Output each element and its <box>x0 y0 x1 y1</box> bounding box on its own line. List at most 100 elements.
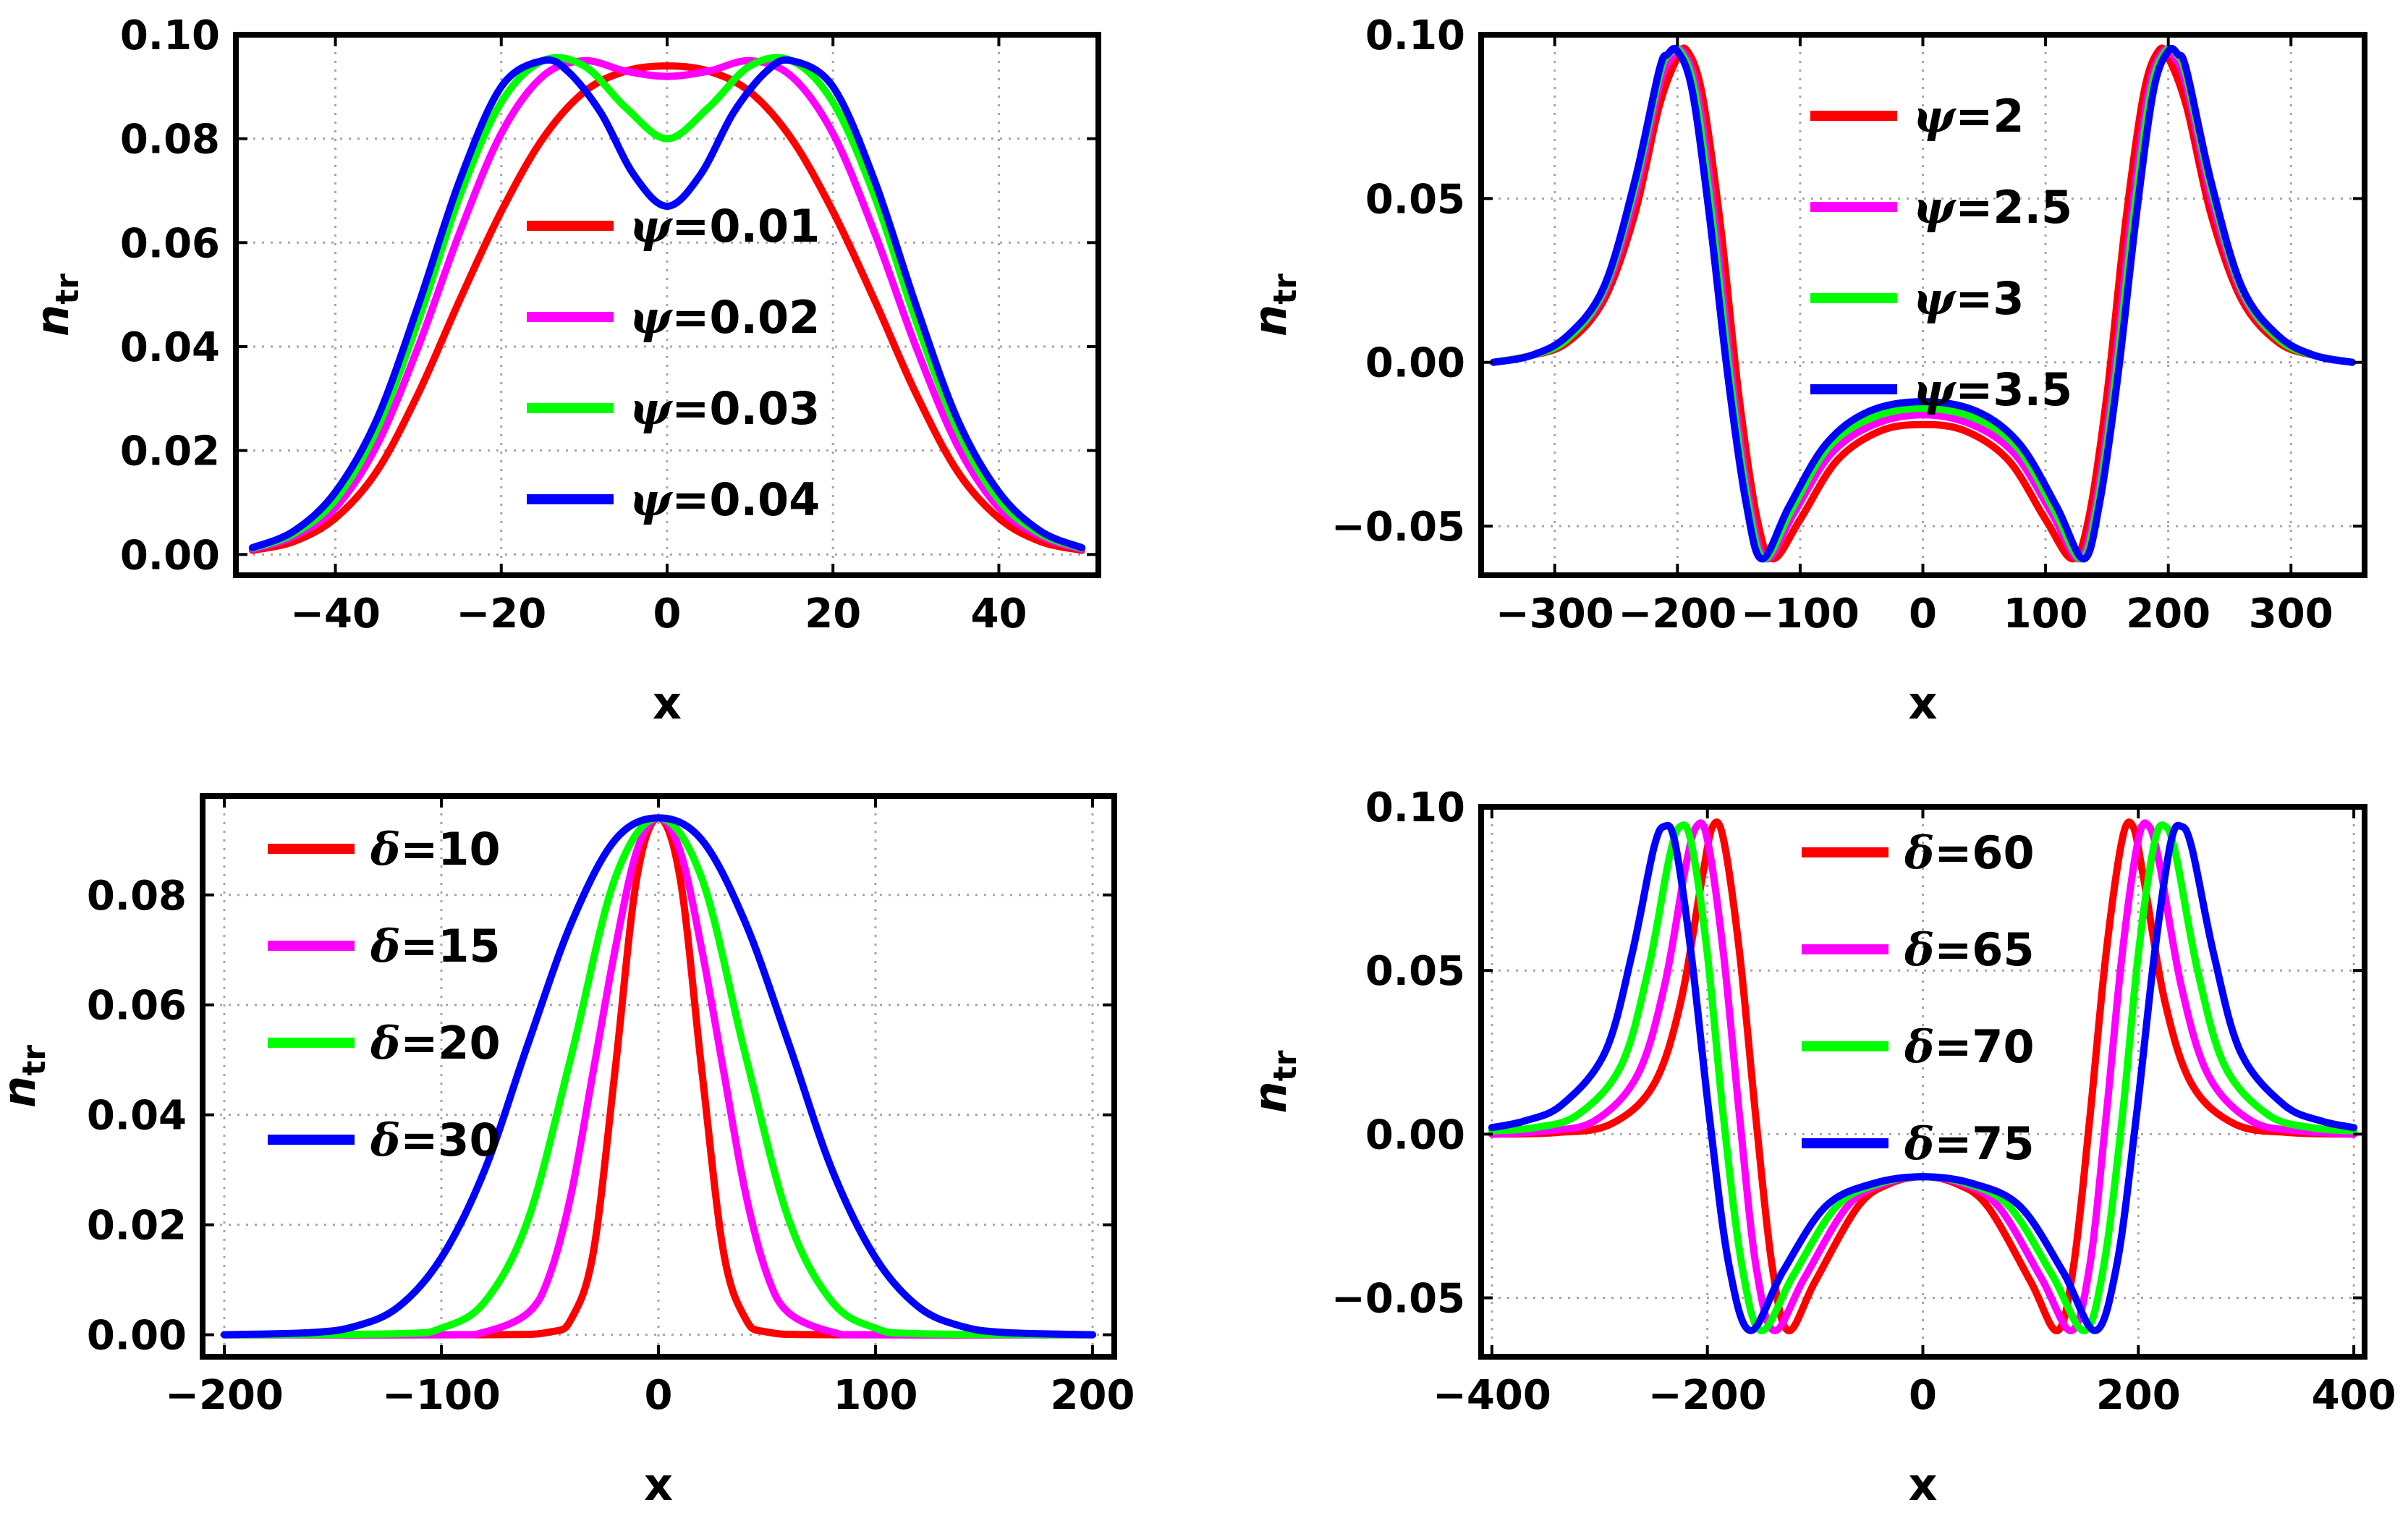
x-tick-label: 20 <box>805 590 861 637</box>
x-tick-label: 200 <box>1051 1372 1135 1419</box>
legend-label: δ=70 <box>1904 1020 2035 1073</box>
y-axis-title-sub: tr <box>16 1045 53 1076</box>
x-tick-label: 200 <box>2126 590 2210 637</box>
y-tick-label: 0.00 <box>87 1313 187 1360</box>
y-tick-label: 0.06 <box>120 220 220 267</box>
grid <box>203 796 1114 1357</box>
y-tick-label: 0.08 <box>120 116 220 164</box>
y-axis-title-main: n <box>1244 305 1297 336</box>
y-tick-label: 0.10 <box>120 12 220 59</box>
series-line-4 <box>1488 821 2358 1334</box>
x-tick-label: 400 <box>2312 1372 2396 1419</box>
legend-symbol: ψ <box>1913 181 1957 234</box>
legend-symbol: δ <box>370 920 400 973</box>
legend-symbol: ψ <box>629 382 674 435</box>
legend-label: ψ=0.02 <box>629 291 820 344</box>
legend: δ=10δ=15δ=20δ=30 <box>268 823 501 1166</box>
chart-panel-4: −400 −200 0 200 400−0.050.000.050.10xntrδ=60… <box>1244 784 2396 1511</box>
legend-value: =2 <box>1955 90 2024 143</box>
y-axis-title: ntr <box>1244 1050 1304 1113</box>
y-axis-title-main: n <box>1244 1081 1297 1113</box>
legend-label: δ=30 <box>370 1114 501 1166</box>
series-line-3 <box>248 54 1086 552</box>
series-line-4 <box>248 56 1086 551</box>
legend: ψ=2ψ=2.5ψ=3ψ=3.5 <box>1810 90 2072 416</box>
legend-symbol: ψ <box>1913 272 1957 325</box>
legend-value: =60 <box>1934 826 2034 879</box>
x-axis-title: x <box>1909 1458 1938 1511</box>
chart-panel-1: −40 −20 0 20 40 0.00 0.02 0.04 0.06 0.08 0.10 x ntr ψ… <box>26 12 1101 729</box>
legend-symbol: ψ <box>629 473 674 526</box>
y-tick-label: 0.02 <box>87 1203 187 1250</box>
y-tick-label: 0.05 <box>1365 948 1465 995</box>
y-axis-title-sub: tr <box>1267 274 1304 305</box>
plot-frame <box>200 793 1117 1360</box>
legend-label: δ=10 <box>370 823 501 876</box>
series-line-1 <box>248 62 1086 554</box>
legend-value: =2.5 <box>1955 181 2072 234</box>
x-tick-label: −100 <box>382 1372 501 1419</box>
y-tick-label: 0.06 <box>87 983 187 1030</box>
legend-symbol: δ <box>1904 1117 1934 1170</box>
x-tick-label: 100 <box>834 1372 918 1419</box>
legend-value: =0.04 <box>671 473 820 526</box>
legend-value: =10 <box>400 823 500 876</box>
legend-value: =20 <box>400 1017 500 1069</box>
legend-value: =0.02 <box>671 291 820 344</box>
legend-value: =0.01 <box>671 200 820 253</box>
series-lines <box>221 814 1096 1339</box>
x-tick-label: −200 <box>165 1372 284 1419</box>
legend-value: =15 <box>400 920 500 973</box>
y-tick-label: 0.02 <box>120 428 220 475</box>
legend-label: ψ=0.01 <box>629 200 820 253</box>
y-tick-label: 0.00 <box>1365 1111 1465 1158</box>
series-line-1 <box>1490 44 2356 563</box>
y-tick-label: 0.00 <box>1365 340 1465 387</box>
grid <box>236 33 1098 575</box>
series-line-2 <box>248 56 1086 554</box>
legend-label: ψ=0.03 <box>629 382 820 435</box>
y-tick-label: 0.05 <box>1365 176 1465 223</box>
chart-panel-3: −200 −100 0 100 200 0.00 0.02 0.04 0.06 0.08 x ntr δ… <box>0 793 1135 1511</box>
legend: ψ=0.01ψ=0.02ψ=0.03ψ=0.04 <box>527 200 820 526</box>
legend-symbol: δ <box>1904 1020 1934 1073</box>
x-tick-label: −40 <box>290 590 381 637</box>
x-axis-title: x <box>1909 677 1938 729</box>
chart-panel-2: −300 −200 −100 0 100 200 300 −0.05 0.00 0.05 0.10 x… <box>1244 12 2367 729</box>
series-lines <box>1490 44 2356 563</box>
series-lines <box>248 54 1086 554</box>
y-axis-title: ntr <box>1244 274 1304 336</box>
x-tick-label: 300 <box>2249 590 2333 637</box>
legend-label: δ=60 <box>1904 826 2035 879</box>
legend-symbol: δ <box>370 1017 400 1069</box>
y-axis-title: ntr <box>0 1045 53 1108</box>
x-tick-label: 200 <box>2096 1372 2181 1419</box>
x-tick-label: −20 <box>456 590 546 637</box>
x-tick-label: −200 <box>1618 590 1737 637</box>
legend-value: =0.03 <box>671 382 820 435</box>
legend-value: =3.5 <box>1955 363 2072 416</box>
y-tick-label: 0.10 <box>1365 12 1465 59</box>
x-tick-label: 100 <box>2004 590 2088 637</box>
legend-label: δ=20 <box>370 1017 501 1069</box>
y-tick-label: 0.00 <box>120 532 220 579</box>
y-axis-title-main: n <box>0 1076 46 1108</box>
legend-value: =75 <box>1934 1117 2034 1170</box>
legend-value: =70 <box>1934 1020 2034 1073</box>
x-tick-label: −200 <box>1648 1372 1767 1419</box>
legend-label: ψ=2 <box>1913 90 2024 143</box>
legend-symbol: ψ <box>1913 90 1957 143</box>
x-tick-label: 0 <box>653 590 682 637</box>
grid <box>1481 33 2365 575</box>
legend-label: δ=65 <box>1904 923 2035 976</box>
y-tick-label: −0.05 <box>1331 504 1465 551</box>
y-tick-label: 0.04 <box>87 1093 187 1140</box>
legend-label: ψ=2.5 <box>1913 181 2072 234</box>
legend-value: =30 <box>400 1114 500 1166</box>
x-tick-label: 0 <box>645 1372 673 1419</box>
legend: δ=60δ=65δ=70δ=75 <box>1802 826 2035 1170</box>
legend-value: =3 <box>1955 272 2024 325</box>
legend-label: ψ=0.04 <box>629 473 820 526</box>
series-line-4 <box>221 814 1096 1339</box>
